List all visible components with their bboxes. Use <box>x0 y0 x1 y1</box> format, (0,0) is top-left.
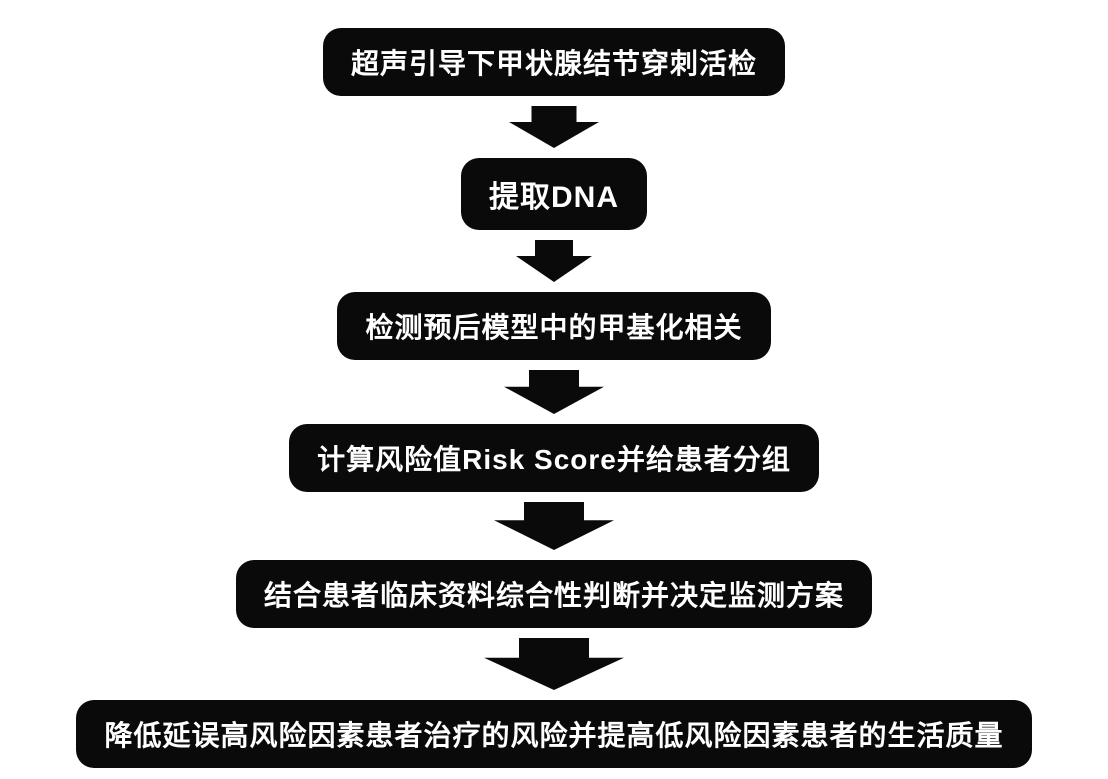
arrow-icon <box>484 638 624 690</box>
arrow-icon <box>509 106 599 148</box>
flow-node-risk-score: 计算风险值Risk Score并给患者分组 <box>289 424 819 492</box>
flow-node-clinical-plan: 结合患者临床资料综合性判断并决定监测方案 <box>236 560 872 628</box>
arrow-icon <box>504 370 604 414</box>
arrow-icon <box>494 502 614 550</box>
flow-node-outcome: 降低延误高风险因素患者治疗的风险并提高低风险因素患者的生活质量 <box>76 700 1031 768</box>
flow-node-biopsy: 超声引导下甲状腺结节穿刺活检 <box>323 28 785 96</box>
arrow-icon <box>516 240 592 282</box>
flow-node-extract-dna: 提取DNA <box>461 158 647 230</box>
flow-node-methylation: 检测预后模型中的甲基化相关 <box>337 292 770 360</box>
